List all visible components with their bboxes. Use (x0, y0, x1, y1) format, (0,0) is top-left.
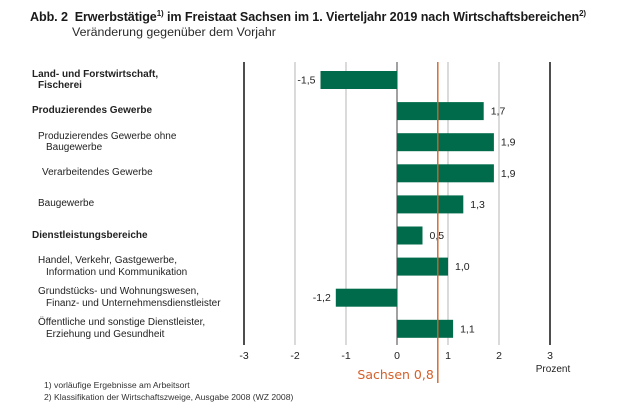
footnote-1: 1) vorläufige Ergebnisse am Arbeitsort (44, 380, 190, 390)
bar (397, 319, 454, 338)
chart-subtitle: Veränderung gegenüber dem Vorjahr (72, 25, 276, 39)
bar (335, 288, 397, 307)
category-label-line1: Produzierendes Gewerbe (32, 105, 153, 117)
x-tick-label: -2 (290, 350, 299, 362)
category-label: Öffentliche und sonstige Dienstleister, E… (38, 317, 205, 340)
bar (397, 102, 484, 121)
category-label-line2: Information und Kommunikation (46, 266, 188, 278)
value-label: -1,5 (297, 75, 315, 87)
value-label: 1,0 (455, 261, 470, 273)
category-label-line1: Verarbeitendes Gewerbe (42, 167, 153, 179)
category-label-line1: Handel, Verkehr, Gastgewerbe, (38, 255, 177, 267)
x-axis-label: Prozent (536, 364, 571, 375)
value-label: 1,7 (491, 106, 506, 118)
category-label-line1: Öffentliche und sonstige Dienstleister, (38, 317, 206, 329)
value-label: 1,9 (501, 168, 516, 180)
category-label-line2: Erziehung und Gesundheit (46, 328, 165, 340)
chart-title: Abb. 2 Erwerbstätige1) im Freistaat Sach… (30, 9, 586, 24)
category-label-line2: Finanz- und Unternehmensdienstleister (46, 297, 221, 309)
value-label: 1,3 (470, 199, 485, 211)
value-label: 1,9 (501, 137, 516, 149)
category-label: Verarbeitendes Gewerbe (42, 167, 153, 179)
reference-line-label: Sachsen 0,8 (357, 367, 433, 382)
category-label: Handel, Verkehr, Gastgewerbe, Information… (38, 255, 187, 278)
bar (397, 226, 423, 245)
x-tick-label: 2 (496, 350, 502, 362)
x-tick-label: 3 (547, 350, 553, 362)
bar (397, 257, 448, 276)
category-label: Baugewerbe (38, 198, 94, 210)
category-label: Land- und Forstwirtschaft, Fischerei (32, 69, 158, 92)
title-footnote-ref-2: 2) (579, 9, 586, 18)
category-label: Produzierendes Gewerbe ohne Baugewerbe (38, 131, 176, 154)
title-prefix: Abb. 2 (30, 10, 68, 25)
x-tick-labels: -3 -2 -1 0 1 2 3 (239, 350, 553, 362)
category-label: Dienstleistungsbereiche (32, 230, 148, 242)
value-label: -1,2 (313, 292, 331, 304)
bar (397, 133, 494, 152)
bar (320, 71, 397, 89)
category-label-line1: Produzierendes Gewerbe ohne (38, 130, 177, 142)
title-part2: im Freistaat Sachsen im 1. Vierteljahr 2… (163, 10, 580, 25)
value-label: 1,1 (460, 323, 475, 335)
title-part1: Erwerbstätige (74, 10, 157, 25)
bars (320, 71, 494, 338)
value-label: 0,5 (430, 230, 445, 242)
value-labels: -1,5 1,7 1,9 1,9 1,3 0,5 1,0 -1,2 1,1 (297, 75, 515, 336)
category-label-line2: Fischerei (38, 80, 82, 91)
bar (397, 164, 494, 183)
category-label: Produzierendes Gewerbe (32, 105, 152, 117)
bar (397, 195, 464, 214)
reference-line-group: Sachsen 0,8 (357, 62, 439, 383)
category-label-line1: Baugewerbe (38, 198, 95, 210)
category-label-line1: Grundstücks- und Wohnungswesen, (38, 286, 200, 298)
category-label: Grundstücks- und Wohnungswesen, Finanz- u… (38, 286, 221, 309)
x-tick-label: -3 (239, 350, 248, 362)
category-label-line1: Land- und Forstwirtschaft, (32, 68, 159, 80)
footnote-2: 2) Klassifikation der Wirtschaftszweige,… (44, 392, 294, 402)
title-footnote-ref-1: 1) (156, 9, 164, 18)
category-label-line2: Baugewerbe (46, 142, 103, 154)
category-label-line1: Dienstleistungsbereiche (32, 229, 148, 241)
x-tick-label: 0 (394, 350, 400, 362)
x-tick-label: -1 (341, 350, 350, 362)
x-tick-label: 1 (445, 350, 451, 362)
